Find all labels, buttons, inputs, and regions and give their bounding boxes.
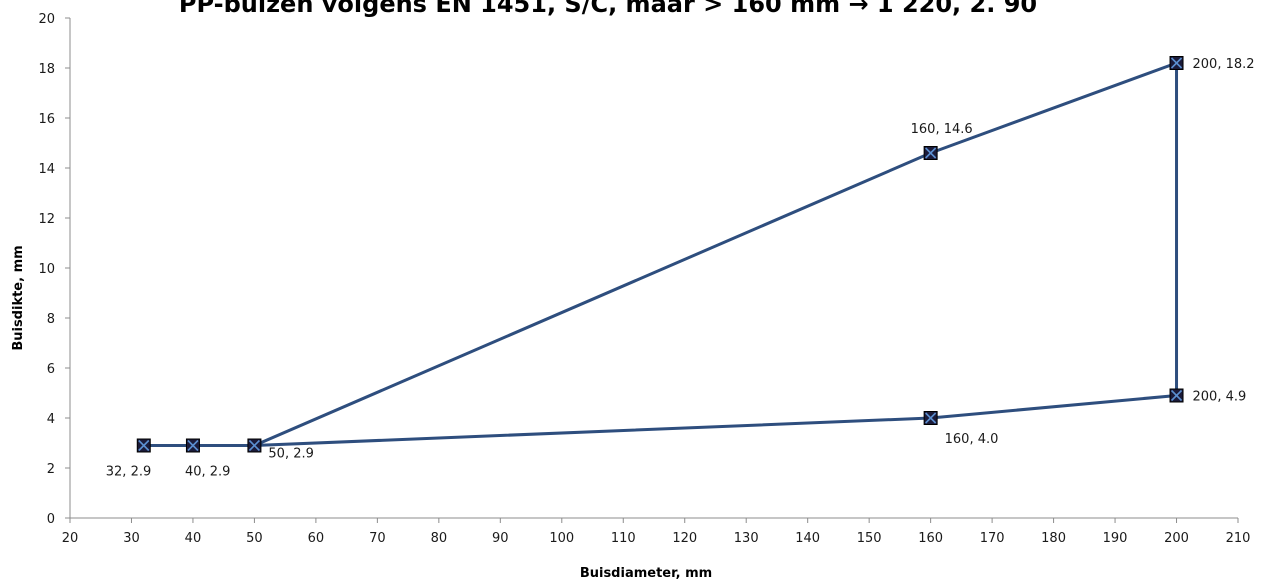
data-label: 160, 14.6 xyxy=(911,122,973,137)
x-tick-label: 50 xyxy=(246,531,263,546)
y-tick-label: 14 xyxy=(38,162,55,177)
x-tick-label: 40 xyxy=(185,531,202,546)
y-tick-label: 12 xyxy=(38,212,55,227)
x-tick-label: 110 xyxy=(611,531,636,546)
chart-title: PP-buizen volgens EN 1451, S/C, maar > 1… xyxy=(179,0,1037,18)
data-point-marker xyxy=(1169,56,1184,70)
data-point-marker xyxy=(1169,388,1184,403)
data-point-marker xyxy=(185,438,200,453)
y-tick-label: 16 xyxy=(38,112,55,127)
x-tick-label: 30 xyxy=(123,531,140,546)
x-tick-label: 150 xyxy=(857,531,882,546)
data-point-marker xyxy=(923,411,938,425)
y-tick-label: 20 xyxy=(38,12,55,27)
x-tick-label: 190 xyxy=(1103,531,1128,546)
data-point-marker xyxy=(136,438,151,453)
x-tick-label: 200 xyxy=(1164,531,1189,546)
data-label: 32, 2.9 xyxy=(106,465,151,480)
data-label: 50, 2.9 xyxy=(268,447,313,462)
y-tick-label: 4 xyxy=(47,412,55,427)
data-point-marker xyxy=(923,146,938,160)
x-tick-label: 210 xyxy=(1226,531,1251,546)
x-tick-label: 100 xyxy=(549,531,574,546)
y-tick-label: 18 xyxy=(38,62,55,77)
data-label: 40, 2.9 xyxy=(185,465,230,480)
data-label: 200, 18.2 xyxy=(1193,57,1255,72)
x-tick-label: 70 xyxy=(369,531,386,546)
series-line-group xyxy=(143,61,1179,447)
x-tick-label: 90 xyxy=(492,531,509,546)
y-axis-title: Buisdikte, mm xyxy=(11,245,26,350)
x-tick-label: 60 xyxy=(308,531,325,546)
x-tick-label: 80 xyxy=(431,531,448,546)
x-tick-label: 120 xyxy=(672,531,697,546)
x-tick-label: 180 xyxy=(1041,531,1066,546)
data-point-marker xyxy=(247,438,262,453)
data-label: 160, 4.0 xyxy=(945,432,999,447)
x-axis-title: Buisdiameter, mm xyxy=(580,566,712,581)
y-tick-label: 0 xyxy=(47,512,55,527)
y-axis-ticks: 0 2 4 6 8 10 12 14 16 18 20 xyxy=(38,12,70,527)
series-line xyxy=(143,61,1179,447)
series-marker-group xyxy=(136,56,1184,453)
x-tick-label: 160 xyxy=(918,531,943,546)
x-tick-label: 170 xyxy=(980,531,1005,546)
y-tick-label: 10 xyxy=(38,262,55,277)
y-tick-label: 2 xyxy=(47,462,55,477)
data-label: 200, 4.9 xyxy=(1193,390,1247,405)
y-tick-label: 8 xyxy=(47,312,55,327)
data-label-group: 32, 2.9 40, 2.9 50, 2.9 160, 14.6 200, 18.2 2… xyxy=(106,57,1255,480)
plot-area xyxy=(69,18,1238,519)
x-tick-label: 20 xyxy=(62,531,79,546)
x-axis-ticks: 20 30 40 50 60 70 80 90 100 110 120 130 140 150 160 170… xyxy=(62,518,1251,546)
y-tick-label: 6 xyxy=(47,362,55,377)
x-tick-label: 140 xyxy=(795,531,820,546)
x-tick-label: 130 xyxy=(734,531,759,546)
